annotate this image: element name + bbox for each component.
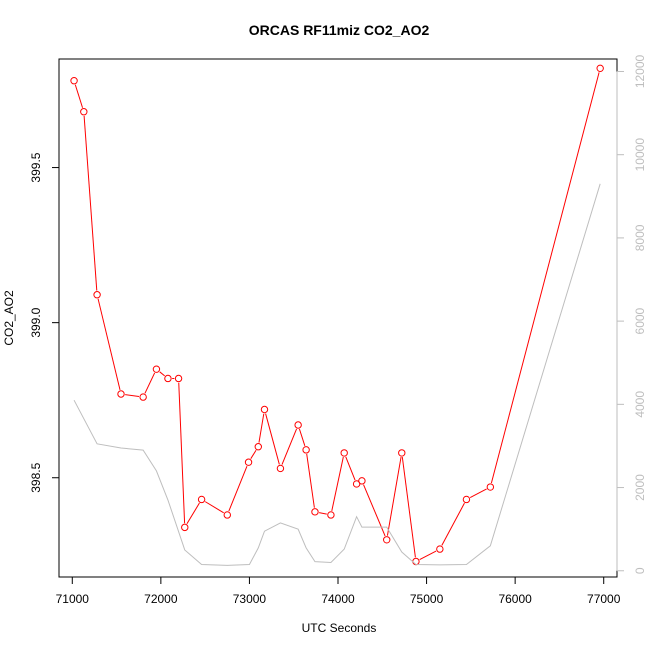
y-tick-label: 399.0	[29, 307, 43, 337]
series-0-segment	[178, 382, 186, 524]
series-0-segment	[250, 450, 257, 459]
series-0-segment	[419, 550, 437, 561]
series-layer	[70, 64, 604, 566]
series-0-point	[462, 495, 471, 504]
series-1-line	[73, 183, 601, 566]
series-0-segment	[144, 372, 156, 394]
y-tick-label: 399.5	[29, 152, 43, 182]
series-0-segment	[159, 371, 165, 377]
series-0-segment	[298, 428, 306, 446]
series-0-point	[311, 508, 319, 516]
series-0-segment	[331, 456, 344, 511]
y2-tick-label: 2000	[633, 474, 647, 501]
x-axis: 71000 72000 73000 74000 75000 76000 77000	[56, 576, 621, 606]
y2-tick-label: 6000	[633, 307, 647, 334]
series-0-point	[181, 523, 189, 532]
x-tick-label: 75000	[410, 592, 444, 606]
x-tick-label: 71000	[56, 592, 90, 606]
series-0-point	[93, 291, 101, 299]
series-0-point	[174, 374, 183, 383]
series-0-segment	[318, 512, 327, 515]
y-tick-label: 398.5	[29, 462, 43, 492]
series-0-point	[70, 77, 78, 85]
series-0-segment	[386, 456, 402, 536]
series-0-point	[358, 477, 366, 485]
series-0-point	[197, 495, 206, 504]
series-0-point	[80, 108, 88, 116]
chart-title: ORCAS RF11miz CO2_AO2	[249, 22, 430, 38]
series-0-point	[352, 480, 361, 488]
series-0-point	[276, 464, 285, 473]
series-0-segment	[281, 428, 298, 465]
x-tick-label: 77000	[587, 592, 621, 606]
series-0-segment	[363, 484, 386, 537]
series-0-point	[294, 421, 302, 429]
plot-frame	[58, 58, 618, 578]
series-0-segment	[228, 465, 248, 512]
series-0-point	[244, 458, 253, 466]
series-0-point	[398, 449, 406, 457]
series-0-segment	[265, 413, 280, 465]
y-axis-label: CO2_AO2	[2, 290, 16, 346]
series-0-point	[486, 483, 495, 491]
x-tick-label: 73000	[233, 592, 267, 606]
x-tick-label: 74000	[321, 592, 355, 606]
series-0-segment	[441, 502, 465, 546]
series-0-segment	[74, 84, 84, 108]
y2-tick-label: 4000	[633, 391, 647, 418]
series-0-point	[412, 557, 420, 566]
series-0-point	[340, 449, 348, 457]
y2-tick-label: 12000	[633, 54, 647, 88]
series-0-point	[327, 511, 335, 519]
series-0-point	[139, 393, 147, 401]
series-0-point	[596, 64, 604, 73]
series-0-segment	[490, 72, 600, 484]
series-0-point	[436, 545, 444, 553]
series-0-segment	[401, 457, 416, 558]
series-0-point	[164, 374, 172, 383]
x-axis-label: UTC Seconds	[302, 621, 377, 635]
y2-tick-label: 0	[633, 567, 647, 574]
series-0-point	[223, 511, 231, 519]
series-0-segment	[83, 115, 98, 291]
series-0-segment	[258, 413, 265, 443]
series-0-segment	[345, 456, 356, 481]
x-tick-label: 72000	[144, 592, 178, 606]
y2-axis: 0 2000 4000 6000 8000 10000 12000	[616, 54, 647, 574]
series-0-segment	[125, 394, 140, 398]
series-0-point	[260, 405, 269, 414]
y2-tick-label: 8000	[633, 224, 647, 251]
series-0-segment	[97, 298, 121, 391]
series-0-point	[117, 390, 125, 398]
series-0-segment	[204, 501, 224, 514]
series-0-point	[302, 446, 310, 454]
series-0-point	[152, 365, 161, 373]
y2-tick-label: 10000	[633, 138, 647, 172]
series-0-segment	[306, 453, 315, 508]
series-0-segment	[186, 502, 200, 525]
x-tick-label: 76000	[498, 592, 532, 606]
y-axis: 398.5 399.0 399.5	[29, 152, 60, 493]
series-0-point	[383, 536, 391, 544]
series-0-point	[254, 443, 262, 451]
series-0-segment	[469, 488, 487, 498]
